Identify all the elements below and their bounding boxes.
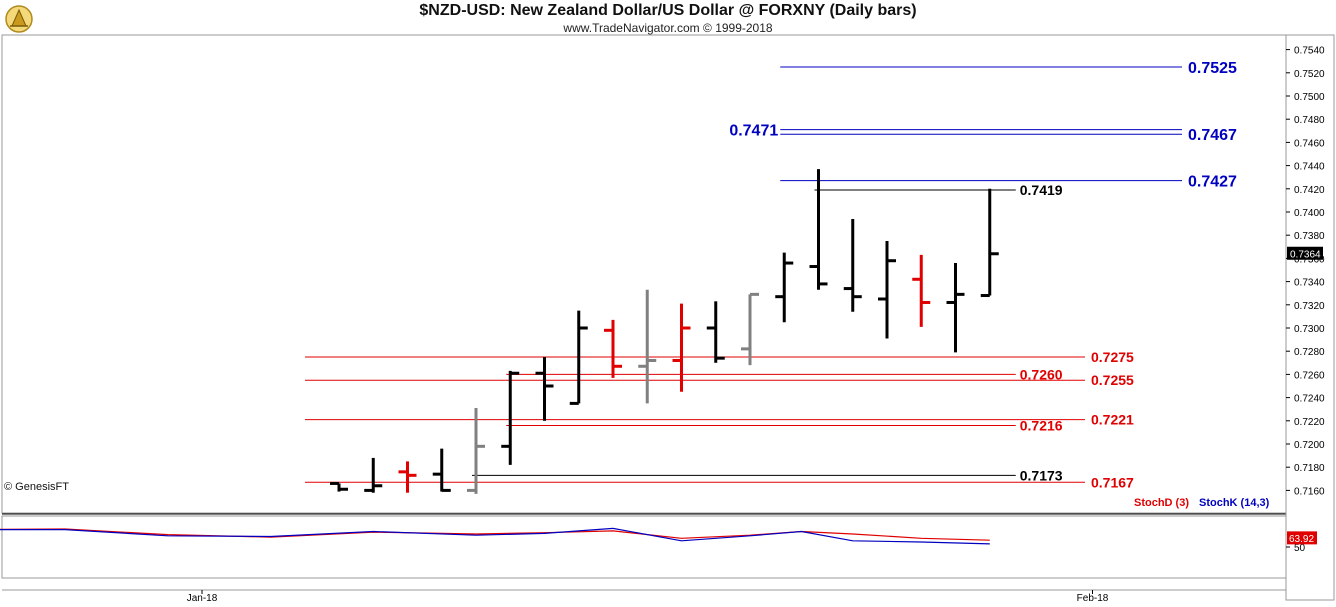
y-tick-label: 0.7280 bbox=[1294, 347, 1325, 358]
ohlc-bar bbox=[912, 254, 931, 327]
level-label: 0.7525 bbox=[1188, 60, 1237, 77]
ohlc-bar bbox=[432, 448, 451, 492]
ohlc-bar bbox=[878, 241, 896, 339]
level-label: 0.7221 bbox=[1091, 412, 1134, 428]
legend-stoch-d: StochD (3) bbox=[1134, 497, 1189, 509]
stoch-line-d bbox=[0, 528, 990, 541]
level-label: 0.7427 bbox=[1188, 173, 1237, 190]
level-label: 0.7260 bbox=[1020, 366, 1063, 382]
last-price-box bbox=[1287, 246, 1323, 260]
level-label: 0.7255 bbox=[1091, 372, 1134, 388]
ohlc-bar bbox=[946, 263, 965, 353]
copyright-label: © GenesisFT bbox=[4, 481, 69, 493]
ind-y-tick-label: 50 bbox=[1294, 543, 1306, 554]
y-tick-label: 0.7500 bbox=[1294, 92, 1325, 103]
level-label: 0.7275 bbox=[1091, 349, 1134, 365]
y-tick-label: 0.7460 bbox=[1294, 138, 1325, 149]
trade-navigator-logo-icon bbox=[4, 4, 34, 34]
ohlc-bar bbox=[638, 289, 657, 404]
y-tick-label: 0.7180 bbox=[1294, 463, 1325, 474]
y-tick-label: 0.7380 bbox=[1294, 231, 1325, 242]
stoch-line-k bbox=[0, 527, 990, 545]
legend-stoch-k: StochK (14,3) bbox=[1199, 497, 1270, 509]
ohlc-bar bbox=[535, 357, 554, 421]
x-tick-label: Feb-18 bbox=[1077, 593, 1109, 604]
y-tick-label: 0.7320 bbox=[1294, 301, 1325, 312]
y-tick-label: 0.7420 bbox=[1294, 185, 1325, 196]
y-tick-label: 0.7520 bbox=[1294, 69, 1325, 80]
y-tick-label: 0.7240 bbox=[1294, 394, 1325, 405]
y-tick-label: 0.7340 bbox=[1294, 278, 1325, 289]
ohlc-bar bbox=[604, 319, 622, 378]
y-tick-label: 0.7540 bbox=[1294, 46, 1325, 57]
ohlc-bar bbox=[398, 461, 417, 493]
level-label: 0.7471 bbox=[729, 122, 778, 139]
ind-last-value-label: 63.92 bbox=[1289, 534, 1314, 545]
ohlc-bar bbox=[569, 310, 588, 405]
price-levels: 0.7525 0.7471 0.7467 0.7427 0.7419 0.7275 0.72… bbox=[305, 60, 1237, 490]
price-panel bbox=[1, 34, 1287, 514]
ohlc-bars bbox=[330, 169, 999, 494]
ohlc-bar bbox=[467, 408, 485, 494]
ohlc-bar bbox=[706, 301, 725, 363]
price-plot-area bbox=[1, 34, 1287, 514]
y-tick-label: 0.7360 bbox=[1294, 254, 1325, 265]
ohlc-bar bbox=[775, 252, 794, 323]
level-label: 0.7216 bbox=[1020, 417, 1063, 433]
y-axis-frame bbox=[1285, 34, 1335, 601]
y-tick-label: 0.7440 bbox=[1294, 162, 1325, 173]
legend: StochD (3) StochK (14,3) bbox=[1134, 497, 1270, 509]
ohlc-bar bbox=[741, 292, 759, 366]
indicator-panel bbox=[1, 515, 1287, 579]
ohlc-bar bbox=[672, 303, 691, 392]
level-label: 0.7467 bbox=[1188, 127, 1237, 144]
y-tick-label: 0.7300 bbox=[1294, 324, 1325, 335]
chart-subtitle: www.TradeNavigator.com © 1999-2018 bbox=[563, 21, 773, 35]
ohlc-bar bbox=[843, 218, 862, 312]
y-tick-label: 0.7260 bbox=[1294, 370, 1325, 381]
x-tick-label: Jan-18 bbox=[187, 593, 218, 604]
level-label: 0.7173 bbox=[1020, 467, 1063, 483]
stochastic-lines bbox=[0, 527, 990, 545]
ohlc-bar bbox=[809, 169, 828, 290]
chart-title: $NZD-USD: New Zealand Dollar/US Dollar @… bbox=[419, 2, 917, 19]
y-tick-label: 0.7400 bbox=[1294, 208, 1325, 219]
y-tick-label: 0.7480 bbox=[1294, 115, 1325, 126]
y-tick-label: 0.7220 bbox=[1294, 417, 1325, 428]
axes: 0.7540 0.7520 0.7500 0.7480 0.7460 0.7440 0.74… bbox=[2, 34, 1335, 604]
ohlc-bar bbox=[980, 188, 999, 298]
last-price-label: 0.7364 bbox=[1290, 249, 1321, 260]
ohlc-bar bbox=[501, 370, 520, 465]
ohlc-bar bbox=[330, 481, 348, 492]
indicator-plot-area bbox=[1, 515, 1287, 579]
ohlc-bar bbox=[364, 457, 383, 493]
y-tick-label: 0.7200 bbox=[1294, 440, 1325, 451]
ind-last-value-box bbox=[1287, 531, 1317, 545]
y-tick-label: 0.7160 bbox=[1294, 486, 1325, 497]
level-label: 0.7419 bbox=[1020, 182, 1063, 198]
level-label: 0.7167 bbox=[1091, 474, 1134, 490]
